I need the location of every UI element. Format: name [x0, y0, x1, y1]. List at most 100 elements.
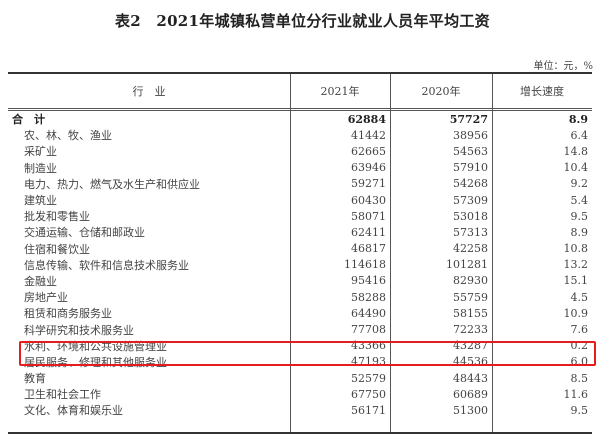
cell-growth: 10.9 — [563, 306, 589, 320]
cell-2021: 95416 — [351, 274, 386, 288]
cell-growth: 9.5 — [570, 209, 589, 223]
table-row: 租赁和商务服务业 64490 58155 10.9 — [8, 305, 592, 321]
cell-2021: 41442 — [351, 128, 386, 142]
cell-industry: 建筑业 — [24, 194, 57, 208]
cell-2020: 72233 — [453, 323, 488, 337]
column-divider — [390, 74, 391, 433]
cell-2020: 57727 — [449, 112, 488, 126]
cell-growth: 4.5 — [570, 290, 589, 304]
header-rule — [8, 108, 592, 111]
cell-industry: 卫生和社会工作 — [24, 388, 101, 402]
cell-industry: 信息传输、软件和信息技术服务业 — [24, 258, 189, 272]
header-2020: 2020年 — [421, 85, 461, 98]
cell-industry: 采矿业 — [24, 145, 57, 159]
cell-2020: 60689 — [453, 387, 488, 401]
cell-growth: 11.6 — [563, 387, 589, 401]
table-row: 卫生和社会工作 67750 60689 11.6 — [8, 386, 592, 402]
cell-2021: 64490 — [351, 306, 386, 320]
cell-2021: 63946 — [351, 161, 386, 175]
cell-2020: 82930 — [453, 274, 488, 288]
cell-2020: 51300 — [453, 403, 488, 417]
table-row: 农、林、牧、渔业 41442 38956 6.4 — [8, 127, 592, 143]
table-row: 建筑业 60430 57309 5.4 — [8, 192, 592, 208]
cell-2021: 62665 — [351, 144, 386, 158]
table-row: 批发和零售业 58071 53018 9.5 — [8, 208, 592, 224]
cell-industry: 交通运输、仓储和邮政业 — [24, 226, 145, 240]
cell-industry: 金融业 — [24, 274, 57, 288]
cell-2020: 57309 — [453, 193, 488, 207]
cell-industry: 合 计 — [12, 113, 45, 127]
table-row: 金融业 95416 82930 15.1 — [8, 273, 592, 289]
cell-2021: 46817 — [351, 242, 386, 256]
cell-2021: 58071 — [351, 209, 386, 223]
table-row: 采矿业 62665 54563 14.8 — [8, 143, 592, 159]
cell-2021: 52579 — [351, 371, 386, 385]
cell-industry: 房地产业 — [24, 291, 68, 305]
cell-2020: 48443 — [453, 371, 488, 385]
header-growth: 增长速度 — [520, 85, 564, 98]
column-divider — [492, 74, 493, 433]
cell-2020: 38956 — [453, 128, 488, 142]
cell-2020: 53018 — [453, 209, 488, 223]
table-row: 制造业 63946 57910 10.4 — [8, 160, 592, 176]
cell-industry: 租赁和商务服务业 — [24, 307, 112, 321]
cell-growth: 13.2 — [563, 258, 589, 272]
table-row: 交通运输、仓储和邮政业 62411 57313 8.9 — [8, 224, 592, 240]
cell-2020: 54563 — [453, 144, 488, 158]
cell-2021: 58288 — [351, 290, 386, 304]
cell-growth: 9.2 — [570, 177, 589, 191]
cell-2021: 62411 — [351, 225, 386, 239]
cell-2021: 59271 — [351, 177, 386, 191]
cell-industry: 教育 — [24, 372, 46, 386]
table-row-total: 合 计 62884 57727 8.9 — [8, 111, 592, 127]
cell-2020: 58155 — [453, 306, 488, 320]
header-industry: 行 业 — [132, 85, 166, 98]
cell-growth: 14.8 — [563, 144, 589, 158]
cell-growth: 7.6 — [570, 323, 589, 337]
table-row: 教育 52579 48443 8.5 — [8, 370, 592, 386]
table-row: 科学研究和技术服务业 77708 72233 7.6 — [8, 321, 592, 337]
cell-industry: 批发和零售业 — [24, 210, 90, 224]
table-row: 信息传输、软件和信息技术服务业 114618 101281 13.2 — [8, 257, 592, 273]
cell-growth: 10.8 — [563, 242, 589, 256]
bottom-rule — [8, 432, 592, 434]
cell-growth: 9.5 — [570, 403, 589, 417]
table-row: 电力、热力、燃气及水生产和供应业 59271 54268 9.2 — [8, 176, 592, 192]
highlight-box — [19, 341, 596, 366]
cell-2020: 55759 — [453, 290, 488, 304]
cell-growth: 5.4 — [570, 193, 589, 207]
cell-growth: 6.4 — [570, 128, 589, 142]
wage-table: 行 业 2021年 2020年 增长速度 合 计 62884 57727 8.9… — [8, 72, 592, 419]
table-row: 文化、体育和娱乐业 56171 51300 9.5 — [8, 402, 592, 418]
cell-growth: 10.4 — [563, 161, 589, 175]
column-divider — [290, 74, 291, 433]
cell-2020: 101281 — [446, 258, 488, 272]
cell-growth: 15.1 — [563, 274, 589, 288]
table-row: 房地产业 58288 55759 4.5 — [8, 289, 592, 305]
cell-2021: 60430 — [351, 193, 386, 207]
cell-2021: 67750 — [351, 387, 386, 401]
cell-2021: 114618 — [344, 258, 386, 272]
cell-industry: 科学研究和技术服务业 — [24, 323, 134, 337]
table-header: 行 业 2021年 2020年 增长速度 — [8, 74, 592, 108]
cell-growth: 8.9 — [570, 225, 589, 239]
cell-industry: 农、林、牧、渔业 — [24, 129, 112, 143]
top-rule — [8, 72, 592, 74]
table-row: 住宿和餐饮业 46817 42258 10.8 — [8, 241, 592, 257]
cell-industry: 文化、体育和娱乐业 — [24, 404, 123, 418]
cell-2020: 42258 — [453, 242, 488, 256]
cell-industry: 住宿和餐饮业 — [24, 242, 90, 256]
cell-2021: 62884 — [347, 112, 386, 126]
header-2021: 2021年 — [320, 85, 360, 98]
cell-2020: 57910 — [453, 161, 488, 175]
table-title: 表2 2021年城镇私营单位分行业就业人员年平均工资 — [115, 12, 490, 30]
cell-industry: 电力、热力、燃气及水生产和供应业 — [24, 177, 200, 191]
unit-label: 单位：元，% — [533, 61, 593, 72]
cell-2020: 54268 — [453, 177, 488, 191]
cell-2021: 56171 — [351, 403, 386, 417]
cell-industry: 制造业 — [24, 161, 57, 175]
cell-growth: 8.9 — [568, 112, 588, 126]
cell-growth: 8.5 — [570, 371, 589, 385]
cell-2021: 77708 — [351, 323, 386, 337]
cell-2020: 57313 — [453, 225, 488, 239]
